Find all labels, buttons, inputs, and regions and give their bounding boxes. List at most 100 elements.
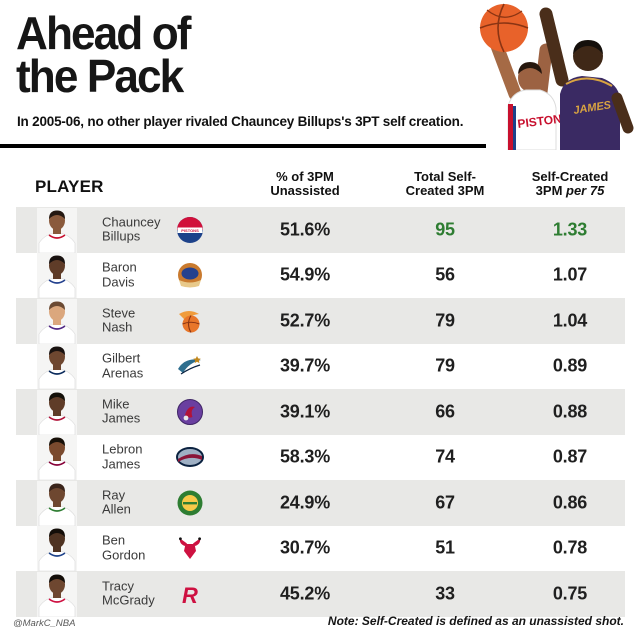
table-row: Lebron James 58.3% 74 0.87 (16, 435, 625, 480)
player-name: Chauncey Billups (102, 215, 161, 244)
player-last-name: James (102, 410, 141, 426)
table-row: Ray Allen 24.9% 67 0.86 (16, 480, 625, 526)
defender-arm (539, 7, 569, 87)
total-self-created-3pm-value: 95 (435, 219, 455, 240)
total-self-created-3pm-value: 33 (435, 583, 455, 604)
pct-3pm-unassisted-value: 30.7% (279, 537, 331, 558)
table-row: Chauncey Billups PISTONS 51.6% 95 1.33 (16, 207, 625, 253)
self-created-3pm-per-75-value: 1.04 (552, 310, 588, 331)
player-first-name: Tracy (102, 578, 135, 594)
table-row: Tracy McGrady R 45.2% 33 0.75 (16, 571, 625, 617)
total-self-created-3pm-value: 51 (435, 537, 455, 558)
player-photo (37, 435, 77, 480)
player-photo (37, 207, 77, 253)
total-self-created-3pm-value: 66 (435, 401, 455, 422)
column-header-per-75: Self-Created 3PM per 75 (500, 170, 640, 198)
player-last-name: Billups (102, 228, 141, 244)
total-self-created-3pm-value: 79 (435, 355, 455, 376)
player-last-name: Gordon (102, 547, 146, 563)
header-divider (0, 144, 486, 148)
column-header-total-self-created: Total Self- Created 3PM (380, 170, 510, 198)
self-created-3pm-per-75-value: 0.87 (552, 446, 588, 467)
col1-line2: Unassisted (270, 183, 340, 198)
shooter-arm (534, 43, 553, 99)
hero-illustration: PISTONS JAMES (479, 3, 634, 150)
player-photo (37, 526, 77, 571)
pct-3pm-unassisted-value: 52.7% (279, 310, 331, 331)
player-first-name: Lebron (102, 441, 143, 457)
table-row: Mike James 39.1% 66 0.88 (16, 389, 625, 435)
col2-line2: Created 3PM (405, 183, 485, 198)
rockets-logo: R (182, 583, 198, 608)
self-created-3pm-per-75-value: 1.07 (552, 264, 588, 285)
player-photo (37, 389, 77, 435)
title-line-2: the Pack (16, 50, 184, 102)
col3-line2: 3PM per 75 (535, 183, 605, 198)
total-self-created-3pm-value: 67 (435, 492, 455, 513)
column-header-player: PLAYER (35, 177, 104, 196)
pct-3pm-unassisted-value: 58.3% (279, 446, 331, 467)
player-first-name: Baron (102, 259, 137, 275)
sonics-logo (177, 490, 203, 515)
suns-logo (179, 310, 200, 333)
player-name: Baron Davis (102, 259, 137, 290)
player-first-name: Ray (102, 487, 126, 503)
player-first-name: Gilbert (102, 350, 141, 366)
pct-3pm-unassisted-value: 39.7% (279, 355, 331, 376)
self-created-3pm-per-75-value: 0.89 (552, 355, 588, 376)
cavaliers-logo (176, 447, 204, 467)
pct-3pm-unassisted-value: 51.6% (279, 219, 331, 240)
total-self-created-3pm-value: 56 (435, 264, 455, 285)
shooter-jersey: PISTONS (507, 89, 570, 150)
bulls-logo (179, 537, 201, 559)
pistons-logo: PISTONS (177, 216, 203, 243)
page-title: Ahead of the Pack (16, 7, 191, 102)
player-photo (37, 480, 77, 526)
pct-3pm-unassisted-value: 45.2% (279, 583, 331, 604)
pct-3pm-unassisted-value: 39.1% (279, 401, 331, 422)
defender-jersey: JAMES (560, 76, 634, 150)
player-last-name: Nash (102, 319, 133, 335)
col1-line1: % of 3PM (276, 169, 334, 184)
player-first-name: Ben (102, 532, 126, 548)
defender-head (573, 40, 603, 71)
player-last-name: Arenas (102, 365, 144, 381)
self-created-3pm-per-75-value: 0.88 (552, 401, 588, 422)
player-name: Steve Nash (102, 306, 135, 335)
player-photo (37, 298, 77, 344)
total-self-created-3pm-value: 74 (435, 446, 455, 467)
self-created-3pm-per-75-value: 1.33 (552, 219, 588, 240)
player-name: Mike James (102, 397, 140, 426)
table-row: Steve Nash 52.7% 79 1.04 (16, 298, 625, 344)
player-name: Ray Allen (102, 488, 131, 517)
svg-text:R: R (182, 583, 198, 608)
player-name: Ben Gordon (102, 532, 146, 563)
defender-jersey-text: JAMES (573, 99, 613, 117)
player-photo (37, 571, 77, 617)
player-name: Gilbert Arenas (102, 350, 144, 381)
total-self-created-3pm-value: 79 (435, 310, 455, 331)
pct-3pm-unassisted-value: 24.9% (279, 492, 331, 513)
title-line-1: Ahead of (16, 7, 191, 59)
player-first-name: Chauncey (102, 214, 161, 230)
self-created-3pm-per-75-value: 0.86 (552, 492, 588, 513)
wizards-logo (178, 356, 201, 375)
col2-line1: Total Self- (414, 169, 476, 184)
subtitle: In 2005-06, no other player rivaled Chau… (17, 114, 464, 129)
col3-line1: Self-Created (531, 169, 609, 184)
player-first-name: Mike (102, 396, 130, 412)
player-last-name: Allen (102, 501, 131, 517)
table-row: Baron Davis 54.9% 56 1.07 (16, 253, 625, 298)
table-row: Gilbert Arenas 39.7% 79 0.89 (16, 344, 625, 389)
player-name: Lebron James (102, 441, 143, 472)
player-name: Tracy McGrady (102, 579, 155, 608)
warriors-logo (178, 263, 202, 288)
self-created-3pm-per-75-value: 0.78 (552, 537, 588, 558)
table-row: Ben Gordon 30.7% 51 0.78 (16, 526, 625, 571)
footnote: Note: Self-Created is defined as an unas… (327, 614, 624, 628)
player-last-name: Davis (102, 274, 135, 290)
pct-3pm-unassisted-value: 54.9% (279, 264, 331, 285)
shooter-arm (490, 39, 522, 101)
svg-text:PISTONS: PISTONS (181, 228, 199, 233)
player-last-name: McGrady (102, 592, 155, 608)
